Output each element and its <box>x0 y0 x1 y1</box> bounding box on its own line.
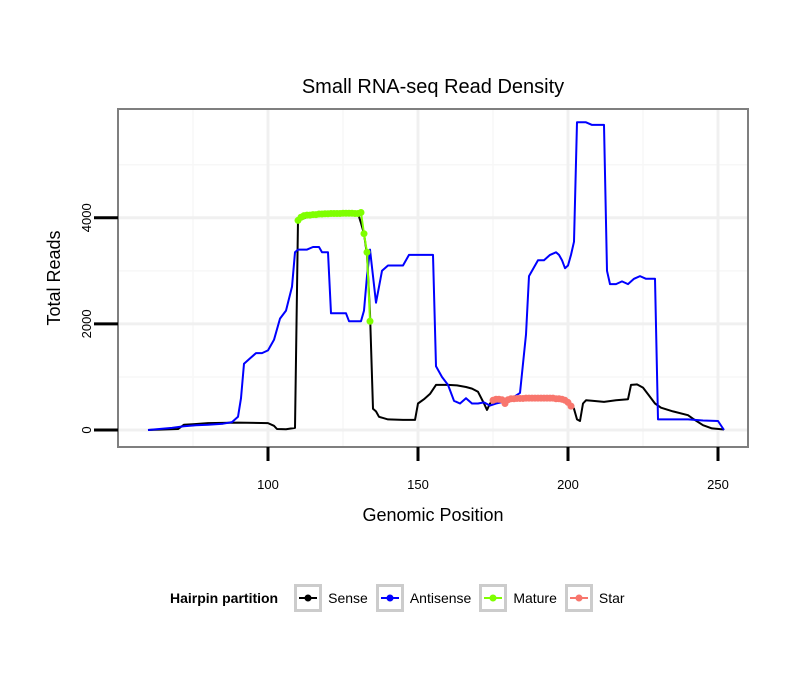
series-star <box>489 394 575 410</box>
series-antisense <box>147 121 725 431</box>
data-point-star <box>567 402 575 410</box>
data-point-mature <box>360 230 368 238</box>
legend-item-sense: Sense <box>294 584 368 612</box>
legend-label-sense: Sense <box>328 590 368 606</box>
x-tick-label: 100 <box>257 477 279 492</box>
legend-key-glyph <box>299 594 318 602</box>
legend: Hairpin partition Sense Antisense Mature… <box>170 582 633 614</box>
y-tick-label: 4000 <box>79 203 94 232</box>
legend-item-mature: Mature <box>479 584 557 612</box>
x-axis-label: Genomic Position <box>362 505 503 525</box>
data-point-mature <box>366 317 374 325</box>
x-tick-label: 150 <box>407 477 429 492</box>
series-sense <box>147 212 725 431</box>
y-tick-label: 0 <box>79 426 94 433</box>
series-mature <box>294 208 374 325</box>
chart-title: Small RNA-seq Read Density <box>302 76 564 98</box>
legend-key-star <box>564 584 593 612</box>
legend-key-mature <box>479 584 508 612</box>
legend-label-mature: Mature <box>513 590 557 606</box>
legend-label-antisense: Antisense <box>409 590 472 606</box>
legend-title: Hairpin partition <box>170 590 279 606</box>
x-tick-label: 250 <box>707 477 729 492</box>
x-tick-label: 200 <box>557 477 579 492</box>
y-axis-label: Total Reads <box>44 230 64 325</box>
data-point-mature <box>357 208 365 216</box>
legend-key-sense <box>294 584 323 612</box>
legend-key-antisense <box>375 584 404 612</box>
legend-label-star: Star <box>598 590 625 606</box>
series-line-antisense <box>147 121 725 431</box>
legend-key-glyph <box>484 594 503 602</box>
legend-item-star: Star <box>564 584 625 612</box>
plot-border <box>117 108 749 448</box>
legend-key-glyph <box>569 594 588 602</box>
legend-key-glyph <box>380 594 399 602</box>
series-line-sense <box>147 212 725 431</box>
data-point-mature <box>363 248 371 256</box>
y-tick-label: 2000 <box>79 309 94 338</box>
legend-item-antisense: Antisense <box>375 584 472 612</box>
